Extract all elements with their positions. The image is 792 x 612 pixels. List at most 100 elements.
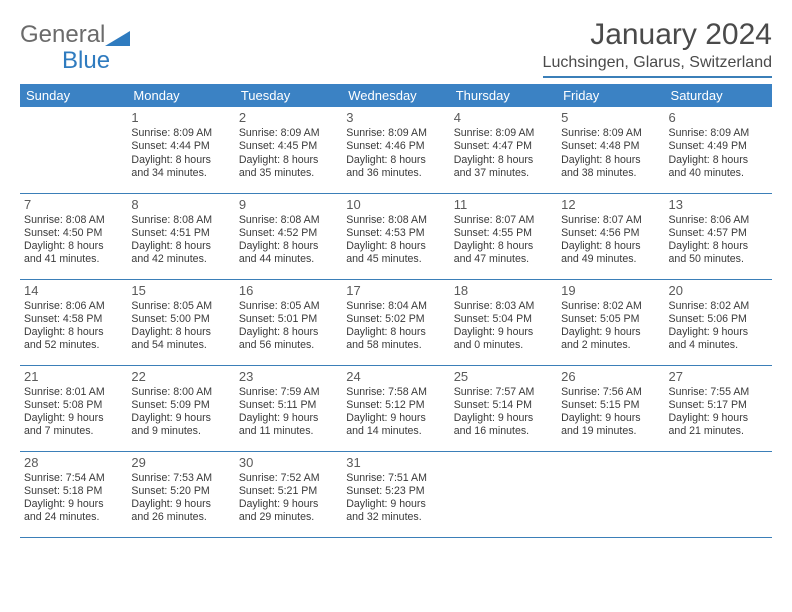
day-number: 16 xyxy=(239,283,338,299)
calendar-week-row: 7Sunrise: 8:08 AMSunset: 4:50 PMDaylight… xyxy=(20,193,772,279)
day-info: Sunrise: 7:56 AMSunset: 5:15 PMDaylight:… xyxy=(561,386,660,439)
calendar-cell: 29Sunrise: 7:53 AMSunset: 5:20 PMDayligh… xyxy=(127,451,234,537)
day-info: Sunrise: 8:05 AMSunset: 5:00 PMDaylight:… xyxy=(131,300,230,353)
day-number: 25 xyxy=(454,369,553,385)
day-number: 19 xyxy=(561,283,660,299)
day-number: 29 xyxy=(131,455,230,471)
day-info: Sunrise: 8:08 AMSunset: 4:52 PMDaylight:… xyxy=(239,214,338,267)
day-number: 1 xyxy=(131,110,230,126)
title-block: January 2024 Luchsingen, Glarus, Switzer… xyxy=(543,18,772,78)
calendar-cell: 24Sunrise: 7:58 AMSunset: 5:12 PMDayligh… xyxy=(342,365,449,451)
day-number: 23 xyxy=(239,369,338,385)
calendar-cell xyxy=(665,451,772,537)
calendar-cell: 6Sunrise: 8:09 AMSunset: 4:49 PMDaylight… xyxy=(665,107,772,193)
day-header: Wednesday xyxy=(342,84,449,107)
day-number: 31 xyxy=(346,455,445,471)
day-info: Sunrise: 7:54 AMSunset: 5:18 PMDaylight:… xyxy=(24,472,123,525)
day-number: 15 xyxy=(131,283,230,299)
calendar-cell xyxy=(557,451,664,537)
calendar-cell: 5Sunrise: 8:09 AMSunset: 4:48 PMDaylight… xyxy=(557,107,664,193)
calendar-cell: 20Sunrise: 8:02 AMSunset: 5:06 PMDayligh… xyxy=(665,279,772,365)
day-header: Tuesday xyxy=(235,84,342,107)
day-number: 26 xyxy=(561,369,660,385)
day-number: 30 xyxy=(239,455,338,471)
day-info: Sunrise: 8:05 AMSunset: 5:01 PMDaylight:… xyxy=(239,300,338,353)
day-number: 21 xyxy=(24,369,123,385)
day-info: Sunrise: 8:09 AMSunset: 4:48 PMDaylight:… xyxy=(561,127,660,180)
day-number: 6 xyxy=(669,110,768,126)
day-info: Sunrise: 8:08 AMSunset: 4:53 PMDaylight:… xyxy=(346,214,445,267)
calendar-cell: 22Sunrise: 8:00 AMSunset: 5:09 PMDayligh… xyxy=(127,365,234,451)
location-text: Luchsingen, Glarus, Switzerland xyxy=(543,54,772,78)
calendar-body: 1Sunrise: 8:09 AMSunset: 4:44 PMDaylight… xyxy=(20,107,772,537)
day-info: Sunrise: 7:57 AMSunset: 5:14 PMDaylight:… xyxy=(454,386,553,439)
day-number: 14 xyxy=(24,283,123,299)
day-number: 4 xyxy=(454,110,553,126)
logo: General Blue xyxy=(20,18,131,75)
day-number: 27 xyxy=(669,369,768,385)
day-info: Sunrise: 7:59 AMSunset: 5:11 PMDaylight:… xyxy=(239,386,338,439)
day-number: 17 xyxy=(346,283,445,299)
day-info: Sunrise: 7:58 AMSunset: 5:12 PMDaylight:… xyxy=(346,386,445,439)
day-info: Sunrise: 7:55 AMSunset: 5:17 PMDaylight:… xyxy=(669,386,768,439)
day-number: 12 xyxy=(561,197,660,213)
calendar-cell: 27Sunrise: 7:55 AMSunset: 5:17 PMDayligh… xyxy=(665,365,772,451)
day-number: 20 xyxy=(669,283,768,299)
day-info: Sunrise: 8:09 AMSunset: 4:45 PMDaylight:… xyxy=(239,127,338,180)
calendar-week-row: 21Sunrise: 8:01 AMSunset: 5:08 PMDayligh… xyxy=(20,365,772,451)
calendar-header-row: SundayMondayTuesdayWednesdayThursdayFrid… xyxy=(20,84,772,107)
day-number: 22 xyxy=(131,369,230,385)
day-number: 28 xyxy=(24,455,123,471)
calendar-cell: 15Sunrise: 8:05 AMSunset: 5:00 PMDayligh… xyxy=(127,279,234,365)
calendar-cell: 8Sunrise: 8:08 AMSunset: 4:51 PMDaylight… xyxy=(127,193,234,279)
day-number: 7 xyxy=(24,197,123,213)
calendar-cell: 23Sunrise: 7:59 AMSunset: 5:11 PMDayligh… xyxy=(235,365,342,451)
day-info: Sunrise: 8:01 AMSunset: 5:08 PMDaylight:… xyxy=(24,386,123,439)
calendar-cell: 16Sunrise: 8:05 AMSunset: 5:01 PMDayligh… xyxy=(235,279,342,365)
calendar-table: SundayMondayTuesdayWednesdayThursdayFrid… xyxy=(20,84,772,538)
calendar-cell: 10Sunrise: 8:08 AMSunset: 4:53 PMDayligh… xyxy=(342,193,449,279)
day-header: Friday xyxy=(557,84,664,107)
calendar-cell: 26Sunrise: 7:56 AMSunset: 5:15 PMDayligh… xyxy=(557,365,664,451)
day-info: Sunrise: 8:09 AMSunset: 4:46 PMDaylight:… xyxy=(346,127,445,180)
logo-word1: General xyxy=(20,21,105,48)
day-info: Sunrise: 7:52 AMSunset: 5:21 PMDaylight:… xyxy=(239,472,338,525)
day-info: Sunrise: 8:00 AMSunset: 5:09 PMDaylight:… xyxy=(131,386,230,439)
day-info: Sunrise: 8:09 AMSunset: 4:47 PMDaylight:… xyxy=(454,127,553,180)
calendar-cell: 9Sunrise: 8:08 AMSunset: 4:52 PMDaylight… xyxy=(235,193,342,279)
day-info: Sunrise: 8:08 AMSunset: 4:51 PMDaylight:… xyxy=(131,214,230,267)
day-number: 5 xyxy=(561,110,660,126)
day-number: 9 xyxy=(239,197,338,213)
calendar-cell: 19Sunrise: 8:02 AMSunset: 5:05 PMDayligh… xyxy=(557,279,664,365)
day-info: Sunrise: 8:02 AMSunset: 5:06 PMDaylight:… xyxy=(669,300,768,353)
page-title: January 2024 xyxy=(543,18,772,52)
calendar-cell: 3Sunrise: 8:09 AMSunset: 4:46 PMDaylight… xyxy=(342,107,449,193)
day-info: Sunrise: 8:06 AMSunset: 4:58 PMDaylight:… xyxy=(24,300,123,353)
day-info: Sunrise: 8:09 AMSunset: 4:44 PMDaylight:… xyxy=(131,127,230,180)
day-info: Sunrise: 8:08 AMSunset: 4:50 PMDaylight:… xyxy=(24,214,123,267)
logo-word2: Blue xyxy=(20,47,110,74)
day-info: Sunrise: 7:51 AMSunset: 5:23 PMDaylight:… xyxy=(346,472,445,525)
calendar-cell: 1Sunrise: 8:09 AMSunset: 4:44 PMDaylight… xyxy=(127,107,234,193)
calendar-cell: 7Sunrise: 8:08 AMSunset: 4:50 PMDaylight… xyxy=(20,193,127,279)
day-info: Sunrise: 8:09 AMSunset: 4:49 PMDaylight:… xyxy=(669,127,768,180)
day-info: Sunrise: 8:07 AMSunset: 4:55 PMDaylight:… xyxy=(454,214,553,267)
day-number: 18 xyxy=(454,283,553,299)
calendar-cell: 28Sunrise: 7:54 AMSunset: 5:18 PMDayligh… xyxy=(20,451,127,537)
calendar-cell xyxy=(450,451,557,537)
day-header: Saturday xyxy=(665,84,772,107)
calendar-cell: 11Sunrise: 8:07 AMSunset: 4:55 PMDayligh… xyxy=(450,193,557,279)
calendar-cell: 4Sunrise: 8:09 AMSunset: 4:47 PMDaylight… xyxy=(450,107,557,193)
header: General Blue January 2024 Luchsingen, Gl… xyxy=(20,18,772,78)
day-info: Sunrise: 8:03 AMSunset: 5:04 PMDaylight:… xyxy=(454,300,553,353)
day-info: Sunrise: 8:04 AMSunset: 5:02 PMDaylight:… xyxy=(346,300,445,353)
calendar-cell: 14Sunrise: 8:06 AMSunset: 4:58 PMDayligh… xyxy=(20,279,127,365)
calendar-cell: 17Sunrise: 8:04 AMSunset: 5:02 PMDayligh… xyxy=(342,279,449,365)
calendar-week-row: 28Sunrise: 7:54 AMSunset: 5:18 PMDayligh… xyxy=(20,451,772,537)
day-info: Sunrise: 8:06 AMSunset: 4:57 PMDaylight:… xyxy=(669,214,768,267)
day-number: 10 xyxy=(346,197,445,213)
calendar-cell: 18Sunrise: 8:03 AMSunset: 5:04 PMDayligh… xyxy=(450,279,557,365)
calendar-week-row: 1Sunrise: 8:09 AMSunset: 4:44 PMDaylight… xyxy=(20,107,772,193)
day-info: Sunrise: 7:53 AMSunset: 5:20 PMDaylight:… xyxy=(131,472,230,525)
day-header: Thursday xyxy=(450,84,557,107)
